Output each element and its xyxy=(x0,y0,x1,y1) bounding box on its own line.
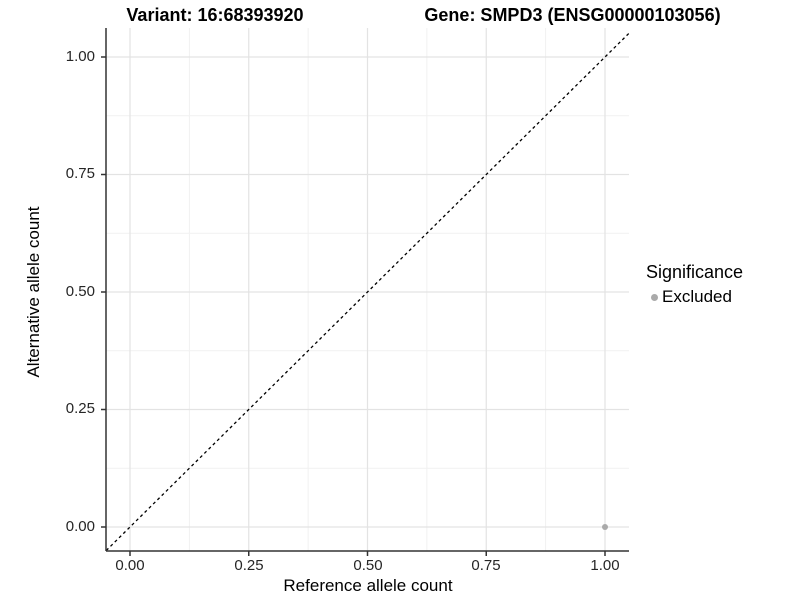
x-tick-label: 0.50 xyxy=(353,557,383,574)
y-tick-label: 1.00 xyxy=(65,48,95,65)
data-point xyxy=(602,524,608,530)
x-tick-label: 0.00 xyxy=(115,557,145,574)
y-tick-label: 0.25 xyxy=(65,400,95,417)
y-axis-title: Alternative allele count xyxy=(24,206,43,378)
legend: Significance Excluded xyxy=(646,261,743,307)
legend-item-excluded: Excluded xyxy=(646,287,743,307)
y-tick-label: 0.75 xyxy=(65,165,95,182)
legend-item-label: Excluded xyxy=(662,287,732,306)
plot-title-gene: Gene: SMPD3 (ENSG00000103056) xyxy=(424,5,721,25)
y-tick-label: 0.00 xyxy=(65,518,95,535)
x-tick-label: 1.00 xyxy=(590,557,620,574)
plot-title-variant: Variant: 16:68393920 xyxy=(126,5,304,25)
identity-line xyxy=(105,33,630,551)
x-tick-label: 0.25 xyxy=(234,557,264,574)
y-tick-label: 0.50 xyxy=(65,283,95,300)
legend-title: Significance xyxy=(646,262,744,282)
excluded-point-icon xyxy=(650,293,658,301)
legend-key xyxy=(646,289,662,305)
x-axis-title: Reference allele count xyxy=(283,576,453,595)
x-tick-label: 0.75 xyxy=(471,557,501,574)
